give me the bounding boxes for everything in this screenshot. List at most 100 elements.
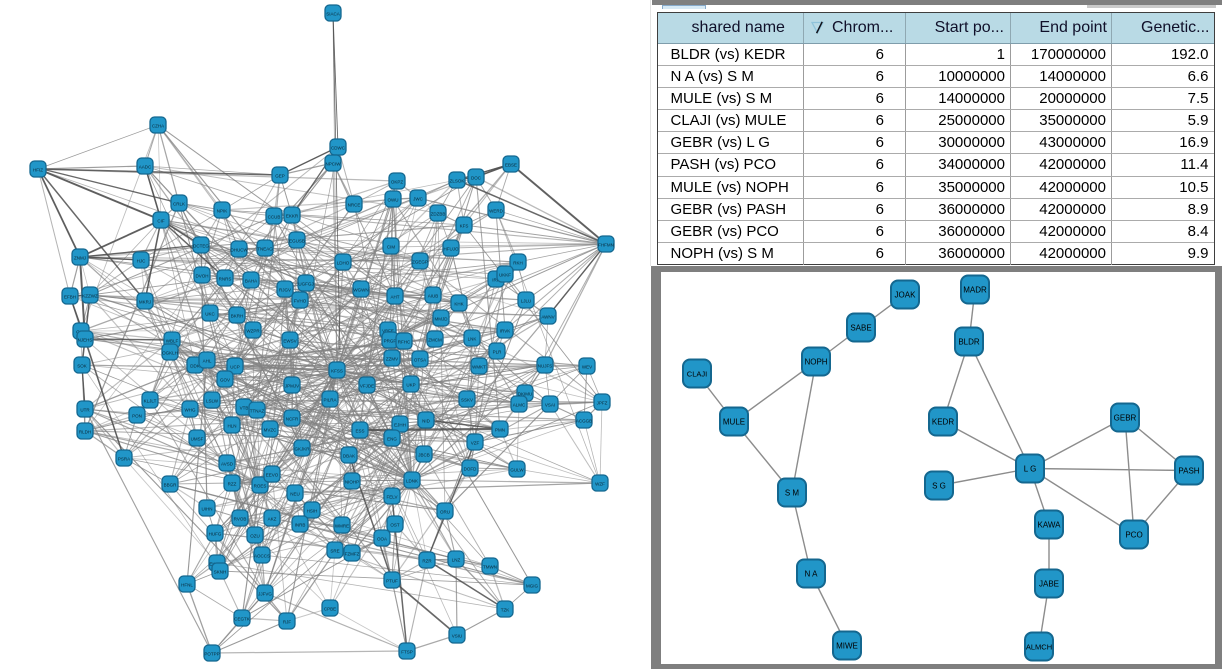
svg-text:NPCIW: NPCIW <box>326 162 342 167</box>
svg-text:OOA: OOA <box>377 537 387 542</box>
svg-text:TNEAG: TNEAG <box>257 247 273 252</box>
svg-text:EGUSB: EGUSB <box>289 239 305 244</box>
svg-text:CIF: CIF <box>157 219 165 224</box>
svg-text:EEVO: EEVO <box>266 473 279 478</box>
svg-text:MULE: MULE <box>723 417 745 426</box>
svg-text:OHUCW: OHUCW <box>230 248 248 253</box>
svg-text:IRP: IRP <box>492 278 500 283</box>
svg-text:PASH: PASH <box>1178 466 1199 475</box>
svg-text:PCO: PCO <box>1125 530 1142 539</box>
svg-text:SRE: SRE <box>330 549 339 554</box>
svg-text:VZF: VZF <box>471 441 480 446</box>
svg-text:PTUF: PTUF <box>386 579 398 584</box>
svg-text:WHG: WHG <box>185 408 196 413</box>
svg-text:ZNMJ: ZNMJ <box>74 256 86 261</box>
svg-text:HFIZ: HFIZ <box>33 168 43 173</box>
svg-text:HFUJO: HFUJO <box>444 247 459 252</box>
svg-text:CEGTK: CEGTK <box>234 617 250 622</box>
svg-text:WGWN: WGWN <box>353 288 368 293</box>
svg-text:EKKR: EKKR <box>286 214 299 219</box>
svg-text:PRGP: PRGP <box>384 339 397 344</box>
svg-text:IRVK: IRVK <box>500 329 510 334</box>
svg-text:FZMFZ: FZMFZ <box>345 552 360 557</box>
svg-text:MMJD: MMJD <box>435 317 449 322</box>
svg-text:SOK: SOK <box>77 364 87 369</box>
svg-text:EBSE: EBSE <box>505 163 517 168</box>
svg-text:JPMJV: JPMJV <box>285 384 299 389</box>
svg-text:VFJDE: VFJDE <box>360 384 374 389</box>
svg-text:NPIK: NPIK <box>217 209 228 214</box>
svg-text:ZZMV: ZZMV <box>386 357 398 362</box>
svg-text:JABE: JABE <box>1039 579 1059 588</box>
svg-text:FVHO: FVHO <box>294 299 307 304</box>
svg-text:SKNH: SKNH <box>214 570 227 575</box>
svg-text:DCTEG: DCTEG <box>193 244 209 249</box>
svg-text:DOFD: DOFD <box>464 467 477 472</box>
svg-text:WMKT: WMKT <box>472 365 486 370</box>
svg-text:CPBE: CPBE <box>324 607 336 612</box>
svg-text:UMSF: UMSF <box>191 437 204 442</box>
svg-text:LJLU: LJLU <box>521 299 532 304</box>
svg-text:CLAJI: CLAJI <box>687 369 707 378</box>
svg-text:ZMCM: ZMCM <box>428 338 442 343</box>
svg-text:DKIMU: DKIMU <box>518 392 533 397</box>
svg-text:FHFMN: FHFMN <box>598 243 614 248</box>
svg-text:GEP: GEP <box>275 174 285 179</box>
svg-text:OST: OST <box>390 523 400 528</box>
svg-text:CIM: CIM <box>387 245 396 250</box>
svg-text:ZLSOK: ZLSOK <box>450 179 465 184</box>
svg-text:RVOB: RVOB <box>234 517 247 522</box>
svg-text:ACGGB: ACGGB <box>576 419 592 424</box>
svg-text:S G: S G <box>932 481 946 490</box>
svg-text:BLDR: BLDR <box>958 337 980 346</box>
svg-text:KFS: KFS <box>460 224 469 229</box>
svg-text:RZR: RZR <box>422 559 432 564</box>
svg-text:PSRA: PSRA <box>118 457 130 462</box>
svg-text:GEBR: GEBR <box>1114 413 1137 422</box>
svg-text:GOV: GOV <box>220 378 230 383</box>
svg-text:ALMC: ALMC <box>513 403 526 408</box>
svg-text:JPFZ: JPFZ <box>597 401 608 406</box>
svg-text:RZZ: RZZ <box>228 482 237 487</box>
svg-text:PILRA: PILRA <box>323 398 336 403</box>
svg-text:TMWN: TMWN <box>483 565 497 570</box>
svg-text:NJEHS: NJEHS <box>78 338 93 343</box>
svg-text:ZGEGP: ZGEGP <box>412 260 428 265</box>
svg-text:NID: NID <box>422 419 431 424</box>
svg-text:OGKLH: OGKLH <box>162 351 178 356</box>
svg-text:NEU: NEU <box>290 492 300 497</box>
svg-text:AVSD: AVSD <box>221 462 234 467</box>
svg-text:AHT: AHT <box>391 295 400 300</box>
svg-text:NCFR: NCFR <box>286 417 299 422</box>
svg-text:OZU: OZU <box>250 534 260 539</box>
svg-text:WEV: WEV <box>582 365 592 370</box>
svg-text:GKJKR: GKJKR <box>294 447 310 452</box>
svg-text:UKP: UKP <box>406 383 415 388</box>
svg-text:PON: PON <box>132 414 142 419</box>
svg-text:ALMCH: ALMCH <box>1026 642 1052 651</box>
svg-text:OTSA: OTSA <box>414 358 426 363</box>
svg-text:CCUB: CCUB <box>268 215 281 220</box>
svg-text:BKRH: BKRH <box>231 314 244 319</box>
svg-text:LDHO: LDHO <box>337 261 350 266</box>
svg-text:NRCE: NRCE <box>348 203 361 208</box>
svg-text:HUFG: HUFG <box>209 532 222 537</box>
svg-text:SIACA: SIACA <box>326 12 340 17</box>
svg-text:POTPP: POTPP <box>204 652 219 657</box>
svg-text:TZK: TZK <box>501 608 510 613</box>
svg-text:AOCCS: AOCCS <box>254 554 270 559</box>
svg-text:PLR: PLR <box>493 350 503 355</box>
svg-text:UKKF: UKKF <box>499 273 511 278</box>
svg-text:RNRS: RNRS <box>219 277 232 282</box>
svg-text:HSIH: HSIH <box>307 509 318 514</box>
svg-text:LNK: LNK <box>468 337 477 342</box>
svg-text:RJF: RJF <box>283 620 291 625</box>
svg-text:WZPR: WZPR <box>246 329 260 334</box>
svg-text:JBCB: JBCB <box>418 453 430 458</box>
svg-text:KHK: KHK <box>454 302 463 307</box>
svg-text:HFNL: HFNL <box>181 583 193 588</box>
svg-text:DBAK: DBAK <box>343 454 355 459</box>
svg-text:WZF: WZF <box>595 482 605 487</box>
svg-text:AKZ: AKZ <box>268 517 277 522</box>
svg-text:AHL: AHL <box>203 359 212 364</box>
